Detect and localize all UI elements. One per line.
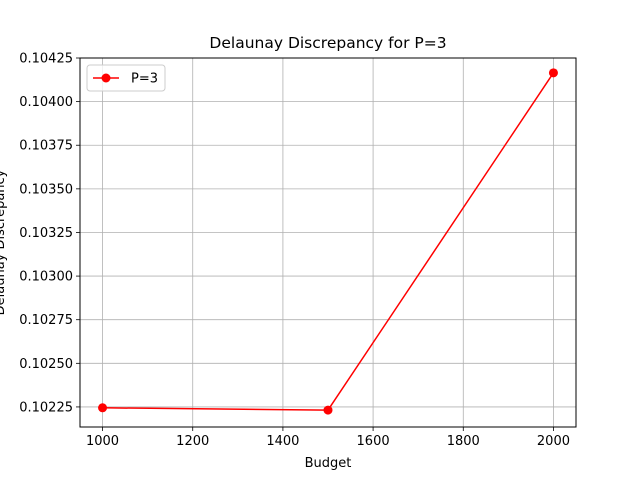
y-tick-label: 0.10325 (19, 226, 73, 241)
series-layer (98, 68, 558, 415)
y-tick-label: 0.10425 (19, 52, 73, 67)
y-tick-label: 0.10350 (19, 182, 73, 197)
plot-area (80, 58, 576, 427)
legend-label: P=3 (131, 72, 158, 87)
x-tick-label: 2000 (537, 434, 570, 449)
y-axis-label: Delaunay Discrepancy (0, 169, 8, 315)
x-tick-label: 1600 (357, 434, 390, 449)
y-tick-label: 0.10275 (19, 313, 73, 328)
chart-title: Delaunay Discrepancy for P=3 (209, 34, 446, 52)
y-tick-label: 0.10400 (19, 95, 73, 110)
y-tick-label: 0.10250 (19, 357, 73, 372)
x-axis-label: Budget (305, 456, 352, 471)
x-tick-label: 1400 (266, 434, 299, 449)
plot-frame (79, 57, 577, 428)
ticks: 1000 1200 1400 1600 1800 2000 0.10225 0.10250 0.… (19, 52, 570, 450)
y-tick-label: 0.10300 (19, 270, 73, 285)
y-tick-label: 0.10225 (19, 400, 73, 415)
data-point (323, 405, 333, 415)
data-point (548, 68, 558, 78)
legend-box (86, 64, 166, 92)
x-tick-label: 1000 (86, 434, 119, 449)
x-tick-label: 1200 (176, 434, 209, 449)
data-point (98, 403, 108, 413)
legend-marker-swatch (101, 73, 111, 83)
y-tick-label: 0.10375 (19, 139, 73, 154)
legend: P=3 (86, 64, 166, 92)
x-tick-label: 1800 (447, 434, 480, 449)
